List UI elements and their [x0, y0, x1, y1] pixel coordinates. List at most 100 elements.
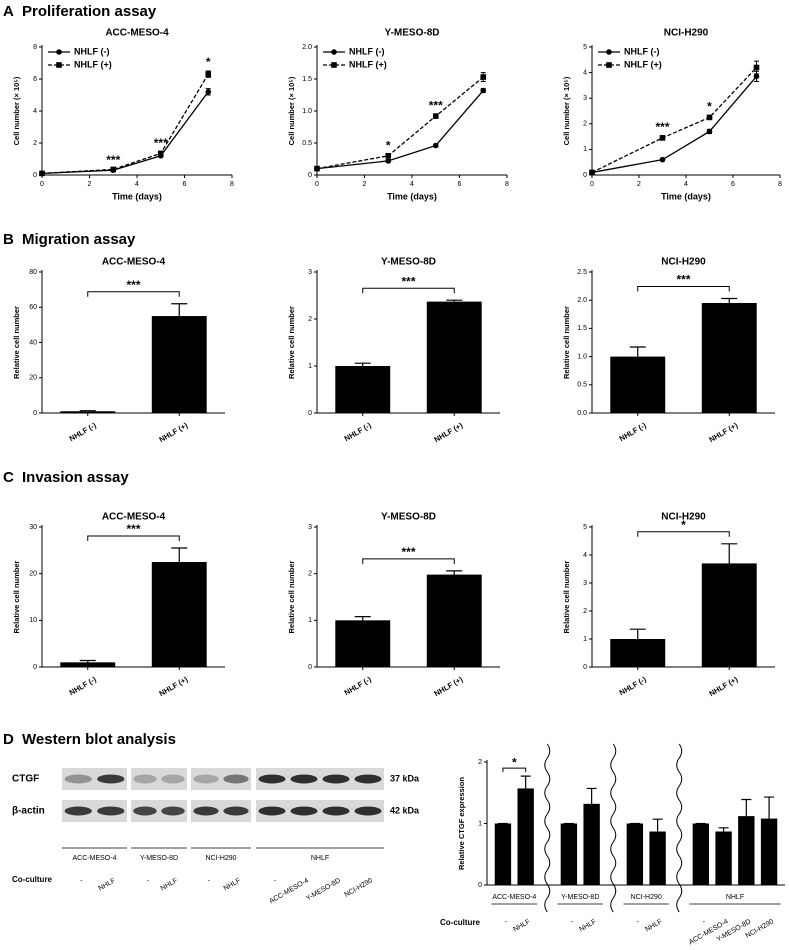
legend-label: NHLF (+)	[624, 59, 662, 69]
panel-title: Western blot analysis	[22, 731, 176, 748]
error-bar	[741, 798, 752, 817]
y-tick-label: 1	[478, 820, 482, 827]
marker	[205, 71, 212, 77]
x-tick-label: 2	[637, 181, 641, 188]
break-wave	[610, 743, 617, 913]
chart-title: NCI-H290	[661, 257, 706, 268]
error-bar	[586, 787, 597, 804]
error-bar	[171, 303, 188, 317]
y-tick-label: 1.0	[577, 353, 587, 360]
y-axis-label: Relative cell number	[562, 306, 571, 379]
panel-title: Invasion assay	[22, 469, 129, 486]
marker	[753, 73, 760, 80]
legend-label: NHLF (+)	[74, 59, 112, 69]
blot-band	[193, 774, 219, 784]
y-tick-label: 1	[583, 146, 587, 153]
annotation: *	[206, 55, 211, 69]
group-label: ACC-MESO-4	[73, 855, 117, 862]
lane-label: Y-MESO-8D	[305, 877, 342, 902]
blot-band	[354, 774, 382, 784]
y-tick-label: 60	[29, 304, 37, 311]
blot-band	[290, 806, 318, 816]
bar	[692, 823, 710, 885]
significance-label: ***	[676, 273, 690, 287]
y-tick-label: 5	[583, 44, 587, 51]
x-tick-label: NHLF (+)	[707, 420, 739, 444]
break-wave	[544, 743, 551, 913]
panel-letter: C	[3, 469, 14, 486]
x-tick-label: NHLF (-)	[68, 674, 99, 697]
y-tick-label: 2	[583, 608, 587, 615]
x-tick-label: NHLF (-)	[343, 420, 374, 443]
x-tick-label: 2	[363, 181, 367, 188]
blot-band	[161, 806, 185, 816]
y-tick-label: 0.5	[577, 382, 587, 389]
legend-marker	[606, 62, 612, 68]
marker	[110, 166, 117, 173]
lane-label: -	[145, 877, 151, 885]
y-tick-label: 4	[33, 108, 37, 115]
y-axis-label: Cell number (× 10⁵)	[287, 76, 296, 145]
bar	[335, 620, 391, 667]
bar	[738, 816, 755, 885]
group-label: NHLF	[311, 855, 329, 862]
blot-strip	[256, 800, 384, 822]
y-axis-label: Relative cell number	[12, 306, 21, 379]
error-bar	[764, 796, 775, 819]
y-tick-label: 5	[583, 524, 587, 531]
lane-label: NHLF	[160, 877, 179, 892]
blot-strip	[62, 800, 127, 822]
y-tick-label: 2.0	[577, 297, 587, 304]
chart-title: ACC-MESO-4	[105, 28, 169, 39]
x-tick-label: -	[503, 918, 509, 926]
legend-marker	[606, 49, 612, 55]
marker	[480, 74, 487, 80]
y-axis-label: Relative cell number	[12, 560, 21, 633]
chart-title: NCI-H290	[664, 28, 709, 39]
bar	[626, 823, 644, 885]
error-bar	[629, 628, 646, 639]
blot-row-label: β-actin	[12, 806, 45, 817]
group-label: Y-MESO-8D	[561, 894, 599, 901]
y-tick-label: 1.0	[302, 108, 312, 115]
y-tick-label: 2.0	[302, 44, 312, 51]
x-tick-label: NHLF	[512, 918, 531, 933]
x-tick-label: -	[569, 918, 575, 926]
x-tick-label: 6	[458, 181, 462, 188]
marker	[432, 142, 439, 149]
series-line	[591, 76, 757, 174]
blot-band	[258, 806, 286, 816]
y-tick-label: 10	[29, 617, 37, 624]
y-tick-label: 2	[33, 140, 37, 147]
blot-band	[290, 774, 318, 784]
bar	[583, 803, 600, 885]
error-bar	[721, 297, 738, 304]
bar	[151, 316, 207, 413]
x-tick-label: NHLF (-)	[618, 674, 649, 697]
error-bar	[171, 547, 188, 562]
y-tick-label: 30	[29, 524, 37, 531]
annotation: ***	[106, 153, 120, 167]
y-axis-label: Relative cell number	[287, 306, 296, 379]
y-tick-label: 1	[583, 636, 587, 643]
y-tick-label: 0	[308, 664, 312, 671]
legend-label: NHLF (-)	[74, 46, 110, 56]
blot-band	[193, 806, 219, 816]
x-tick-label: NHLF (-)	[343, 674, 374, 697]
x-tick-label: 4	[410, 181, 414, 188]
panel-letter: A	[3, 3, 14, 20]
blot-strip	[62, 768, 127, 790]
marker	[432, 113, 439, 119]
marker	[39, 170, 45, 177]
blot-band	[322, 806, 350, 816]
group-label: NHLF	[726, 894, 744, 901]
bar	[60, 662, 116, 667]
lane-label: -	[79, 877, 85, 885]
bar	[715, 831, 732, 885]
y-tick-label: 0	[33, 664, 37, 671]
marker	[205, 89, 212, 95]
x-axis-label: Time (days)	[661, 191, 711, 201]
blot-band	[223, 806, 249, 816]
x-axis-label: Time (days)	[387, 191, 437, 201]
error-bar	[354, 362, 371, 366]
